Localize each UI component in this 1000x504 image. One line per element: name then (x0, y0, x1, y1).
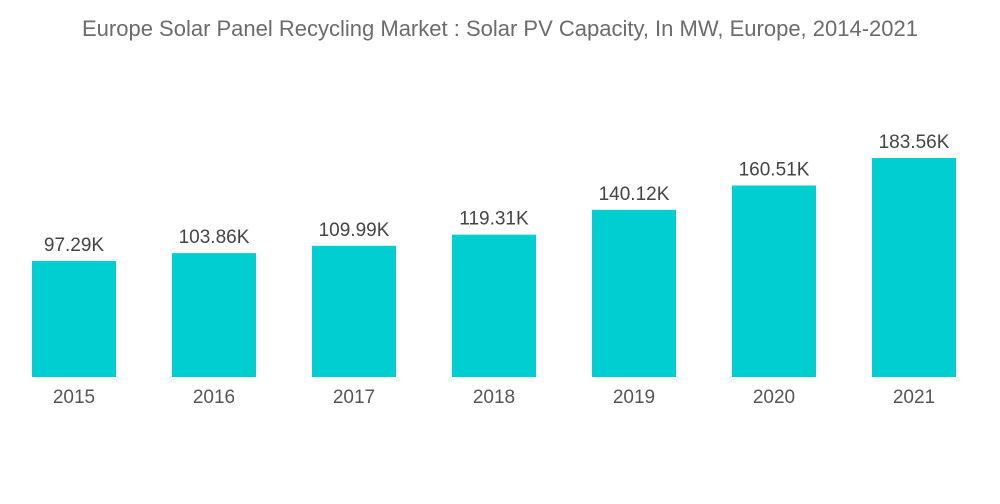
data-label-2017: 109.99K (319, 220, 390, 241)
x-tick-label-2015: 2015 (53, 387, 95, 408)
data-label-2016: 103.86K (179, 227, 250, 248)
bar-2017 (312, 245, 396, 377)
x-tick-label-2017: 2017 (333, 387, 375, 408)
x-tick-label-2021: 2021 (893, 387, 935, 408)
data-label-2020: 160.51K (739, 160, 810, 181)
x-tick-label-2018: 2018 (473, 387, 515, 408)
data-label-2015: 97.29K (44, 235, 105, 256)
chart-title: Europe Solar Panel Recycling Market : So… (81, 16, 918, 41)
bar-2016 (172, 253, 256, 377)
data-label-2021: 183.56K (879, 132, 950, 153)
bar-2018 (452, 234, 536, 377)
x-tick-label-2019: 2019 (613, 387, 655, 408)
x-tick-label-2016: 2016 (193, 387, 235, 408)
data-label-2018: 119.31K (459, 209, 529, 230)
bar-2021 (872, 158, 956, 377)
bar-2019 (592, 209, 676, 377)
bar-2020 (732, 185, 816, 377)
data-label-2019: 140.12K (599, 184, 670, 205)
x-tick-label-2020: 2020 (753, 387, 795, 408)
bar-2015 (32, 260, 116, 377)
